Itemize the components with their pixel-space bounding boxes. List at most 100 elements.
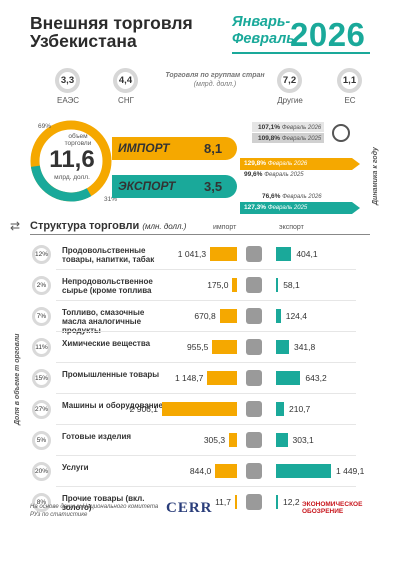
dyn-period: Февраль 2025 (267, 205, 308, 211)
group-circle: 1,1 (337, 68, 362, 93)
header-divider (232, 52, 370, 54)
group-label: Другие (277, 96, 303, 105)
row-divider (56, 362, 356, 363)
share-circle: 15% (32, 369, 51, 388)
dyn-import-1: 129,8% Февраль 2026 (244, 160, 307, 167)
export-big-value: 3,5 (204, 179, 223, 194)
dyn-export-arrow (240, 202, 360, 214)
structure-side-label: Доля в объеме т орговли (14, 333, 21, 425)
export-value-label: 643,2 (305, 373, 327, 383)
group-label: ЕС (344, 96, 356, 105)
raw-material-icon (246, 277, 262, 293)
period-line-1: Январь- (232, 14, 291, 30)
dyn-period: Февраль 2026 (267, 161, 308, 167)
import-value-label: 1 148,7 (174, 373, 204, 383)
export-value-label: 58,1 (283, 280, 300, 290)
group-eaes: 3,3 ЕАЭС (48, 68, 88, 105)
dynamics-side-label: Динамика к году (372, 147, 379, 205)
page-title: Внешняя торговля Узбекистана (30, 14, 193, 50)
dyn-total-bar-2 (252, 133, 324, 143)
food-icon (246, 246, 262, 262)
import-bar (219, 309, 237, 323)
structure-title-text: Структура торговли (30, 220, 140, 232)
category-label: Продовольственные товары, напитки, табак (62, 246, 155, 264)
export-value-label: 1 449,1 (336, 466, 365, 476)
eo-logo-line-2: ОБОЗРЕНИЕ (302, 508, 344, 515)
finished-goods-icon (246, 432, 262, 448)
import-big-bar (112, 137, 237, 160)
groups-caption-line-2: (млрд. долл.) (193, 80, 237, 88)
period-line-2: Февраль (232, 31, 295, 47)
source-note: На основе данных Национального комитета … (30, 503, 158, 519)
import-value-label: 955,5 (187, 342, 209, 352)
dyn-value: 109,8% (258, 135, 281, 142)
import-bar (232, 278, 237, 292)
industrial-goods-icon (246, 370, 262, 386)
import-bar (215, 464, 237, 478)
total-value: 11,6 (49, 146, 95, 173)
dyn-value: 127,3% (244, 204, 267, 211)
import-value-label: 1 041,3 (177, 249, 207, 259)
import-bar (235, 495, 237, 509)
structure-title: Структура торговли (млн. долл.) (30, 220, 186, 232)
other-goods-icon (246, 494, 262, 510)
share-circle: 12% (32, 245, 51, 264)
source-note-line-2: РУз по статистике (30, 512, 88, 518)
total-caption-line-2: торговли (64, 140, 92, 147)
export-value-label: 12,2 (283, 497, 300, 507)
import-bar (212, 340, 237, 354)
swap-arrows-icon: ⇄ (10, 219, 21, 233)
fuel-icon (246, 308, 262, 324)
total-unit: млрд. долл. (54, 174, 90, 181)
category-label: Прочие товары (вкл. золото) (62, 494, 145, 512)
groups-caption: Торговля по группам стран (млрд. долл.) (150, 72, 280, 89)
group-label: СНГ (118, 96, 134, 105)
dyn-export-2: 127,3% Февраль 2025 (244, 204, 307, 211)
dyn-period: Февраль 2025 (264, 172, 304, 178)
group-circle: 3,3 (55, 68, 80, 93)
import-share: 69% (38, 123, 52, 130)
import-bar (210, 247, 237, 261)
export-bar (276, 402, 284, 416)
import-value-label: 305,3 (203, 435, 226, 445)
dyn-value: 129,8% (244, 160, 267, 167)
row-divider (56, 424, 356, 425)
export-bar (276, 340, 289, 354)
import-bar (162, 402, 237, 416)
export-bar (276, 247, 292, 261)
eo-logo: ЭКОНОМИЧЕСКОЕ ОБОЗРЕНИЕ (302, 501, 362, 515)
dyn-import-arrow (240, 158, 360, 170)
share-circle: 20% (32, 462, 51, 481)
export-value-label: 341,8 (293, 342, 316, 352)
group-value: 1,1 (342, 75, 357, 86)
row-divider (56, 269, 356, 270)
category-label: Промышленные товары (62, 370, 160, 379)
import-value-label: 670,8 (194, 311, 216, 321)
share-circle: 7% (32, 307, 51, 326)
group-other: 7,2 Другие (270, 68, 310, 105)
group-value: 7,2 (282, 75, 297, 86)
dyn-value: 76,6% (262, 193, 281, 200)
export-big-label: ЭКСПОРТ (118, 179, 176, 193)
import-value-label: 2 906,1 (129, 404, 158, 414)
export-value-label: 303,1 (292, 435, 314, 445)
dyn-period: Февраль 2026 (281, 125, 322, 131)
dyn-import-2: 99,6% Февраль 2025 (244, 171, 304, 178)
share-circle: 2% (32, 276, 51, 295)
dyn-total-2: 109,8% Февраль 2025 (258, 135, 321, 142)
share-circle: 5% (32, 431, 51, 450)
export-share: 31% (104, 196, 118, 203)
section-divider (30, 234, 370, 235)
row-divider (56, 331, 356, 332)
category-label: Услуги (62, 463, 89, 472)
row-divider (56, 455, 356, 456)
import-big-label: ИМПОРТ (118, 141, 170, 155)
group-sng: 4,4 СНГ (106, 68, 146, 105)
total-donut (30, 120, 112, 202)
total-caption: объем торговли (44, 133, 100, 147)
import-bar (229, 433, 237, 447)
export-bar (276, 464, 331, 478)
category-label: Химические вещества (62, 339, 151, 348)
share-circle: 11% (32, 338, 51, 357)
export-big-bar (112, 175, 237, 198)
